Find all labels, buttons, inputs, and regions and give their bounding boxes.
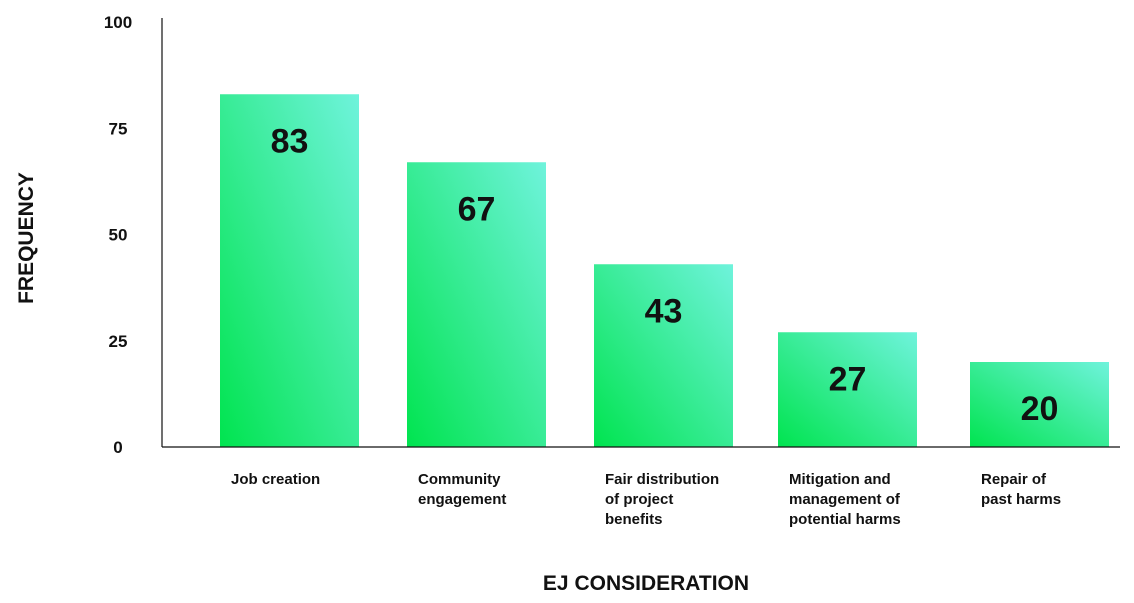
x-tick-label-4: Repair of past harms	[981, 471, 1061, 508]
x-tick-label-2: Fair distribution of project benefits	[605, 471, 719, 528]
bar-3	[778, 332, 917, 447]
x-tick-label-3: Mitigation and management of potential har…	[789, 471, 901, 528]
bar-4	[970, 362, 1109, 447]
x-tick-label-1: Community engagement	[418, 471, 506, 508]
y-axis-title: FREQUENCY	[15, 172, 38, 304]
data-label-3: 27	[829, 360, 867, 398]
bar-2	[594, 264, 733, 447]
y-tick-label-50: 50	[109, 226, 128, 245]
x-tick-label-0: Job creation	[231, 471, 320, 488]
data-label-1: 67	[458, 190, 496, 228]
y-tick-label-0: 0	[113, 438, 122, 457]
y-tick-label-100: 100	[104, 13, 132, 32]
bar-1	[407, 162, 546, 447]
data-label-2: 43	[645, 292, 683, 330]
data-label-0: 83	[271, 122, 309, 160]
y-tick-label-25: 25	[109, 332, 128, 351]
x-axis-title: EJ CONSIDERATION	[543, 572, 749, 595]
bar-0	[220, 94, 359, 447]
y-tick-label-75: 75	[109, 119, 128, 138]
data-label-4: 20	[1021, 390, 1059, 428]
